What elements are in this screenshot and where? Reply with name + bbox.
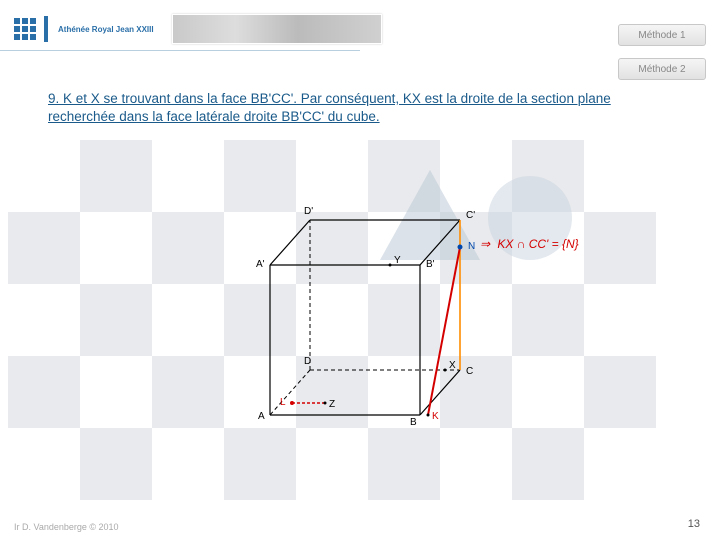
- formula-expr: KX ∩ CC' = {N}: [497, 237, 578, 251]
- step-text: 9. K et X se trouvant dans la face BB'CC…: [48, 90, 672, 126]
- formula-arrow: ⇒: [480, 237, 490, 251]
- school-name: Athénée Royal Jean XXIII: [58, 25, 154, 34]
- vertex-label-C: C: [466, 366, 473, 377]
- vertex-label-A': A': [256, 259, 265, 270]
- vertex-label-N: N: [468, 241, 475, 252]
- methode-2-button[interactable]: Méthode 2: [618, 58, 706, 80]
- vertex-label-B': B': [426, 259, 435, 270]
- header-divider: [0, 50, 360, 51]
- page-number: 13: [688, 518, 700, 530]
- vertex-label-X: X: [449, 360, 456, 371]
- vertex-label-K: K: [432, 411, 439, 422]
- content: 9. K et X se trouvant dans la face BB'CC…: [48, 90, 672, 126]
- header-photo: [172, 14, 382, 44]
- vertex-label-B: B: [410, 417, 417, 428]
- vertex-label-L: L: [280, 397, 286, 408]
- logo-grid-icon: [14, 18, 36, 40]
- cube-svg: [230, 185, 510, 465]
- footer-author: Ir D. Vandenberge © 2010: [14, 522, 119, 532]
- vertex-label-D: D: [304, 356, 311, 367]
- step-text-inner: 9. K et X se trouvant dans la face BB'CC…: [48, 91, 611, 124]
- vertex-label-A: A: [258, 411, 265, 422]
- formula: ⇒ KX ∩ CC' = {N}: [480, 237, 579, 251]
- header: Athénée Royal Jean XXIII: [14, 8, 706, 50]
- cube-diagram: A'B'C'D'ABCDYXKLZN ⇒ KX ∩ CC' = {N}: [230, 185, 510, 465]
- vertex-label-C': C': [466, 210, 475, 221]
- vertex-label-Y: Y: [394, 255, 401, 266]
- vertex-label-Z: Z: [329, 399, 335, 410]
- logo-bar-icon: [44, 16, 48, 42]
- methode-1-button[interactable]: Méthode 1: [618, 24, 706, 46]
- logo: Athénée Royal Jean XXIII: [14, 16, 154, 42]
- vertex-label-D': D': [304, 206, 313, 217]
